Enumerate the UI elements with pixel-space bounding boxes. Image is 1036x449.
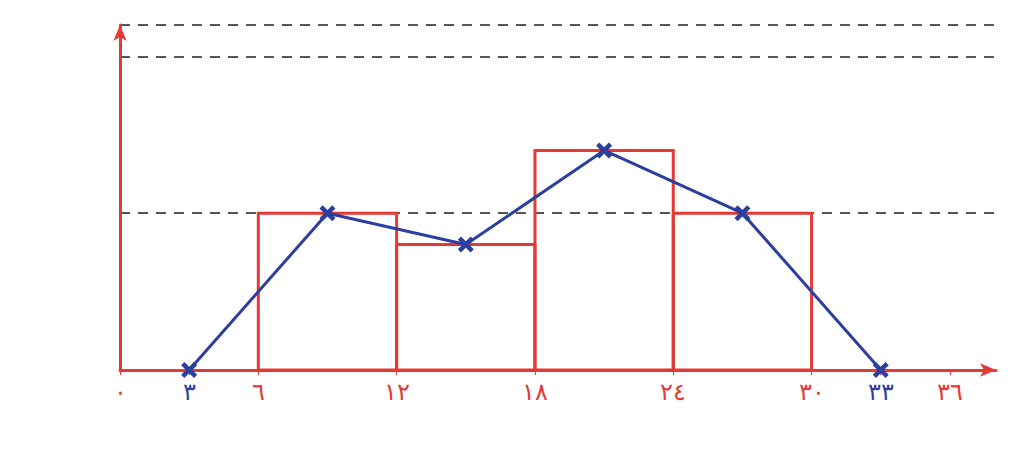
svg-text:١٨: ١٨ (522, 378, 548, 406)
svg-text:٠: ٠ (114, 378, 127, 406)
svg-text:٣٦: ٣٦ (937, 378, 963, 406)
svg-text:٢٤: ٢٤ (660, 378, 686, 406)
svg-text:٦: ٦ (252, 378, 265, 406)
svg-text:٣: ٣ (183, 378, 196, 406)
svg-text:٣٠: ٣٠ (799, 378, 825, 406)
svg-text:٣٣: ٣٣ (868, 378, 894, 406)
svg-text:١٢: ١٢ (384, 378, 410, 406)
